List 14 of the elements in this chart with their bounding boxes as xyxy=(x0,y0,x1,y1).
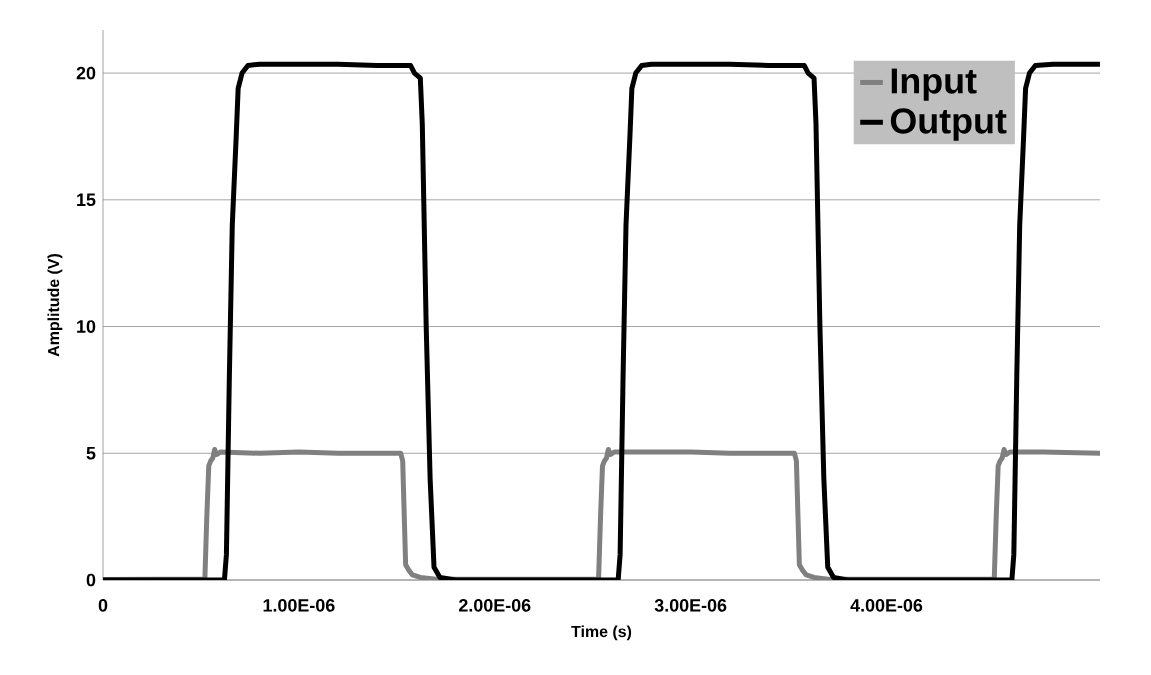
y-axis-title: Amplitude (V) xyxy=(47,254,63,357)
legend-label: Output xyxy=(890,108,1007,141)
x-tick-label: 2.00E-06 xyxy=(458,599,531,612)
x-tick-label: 3.00E-06 xyxy=(654,599,727,612)
legend-label: Input xyxy=(891,68,977,101)
x-tick-label: 1.00E-06 xyxy=(263,599,335,612)
y-tick-label: 0 xyxy=(86,573,96,587)
y-tick-label: 5 xyxy=(86,447,96,460)
x-tick-label: 0 xyxy=(98,599,108,612)
y-tick-label: 15 xyxy=(77,193,96,207)
x-axis-title: Time (s) xyxy=(571,625,632,641)
y-tick-label: 10 xyxy=(77,320,96,333)
y-tick-label: 20 xyxy=(76,66,96,80)
x-tick-label: 4.00E-06 xyxy=(850,599,923,612)
